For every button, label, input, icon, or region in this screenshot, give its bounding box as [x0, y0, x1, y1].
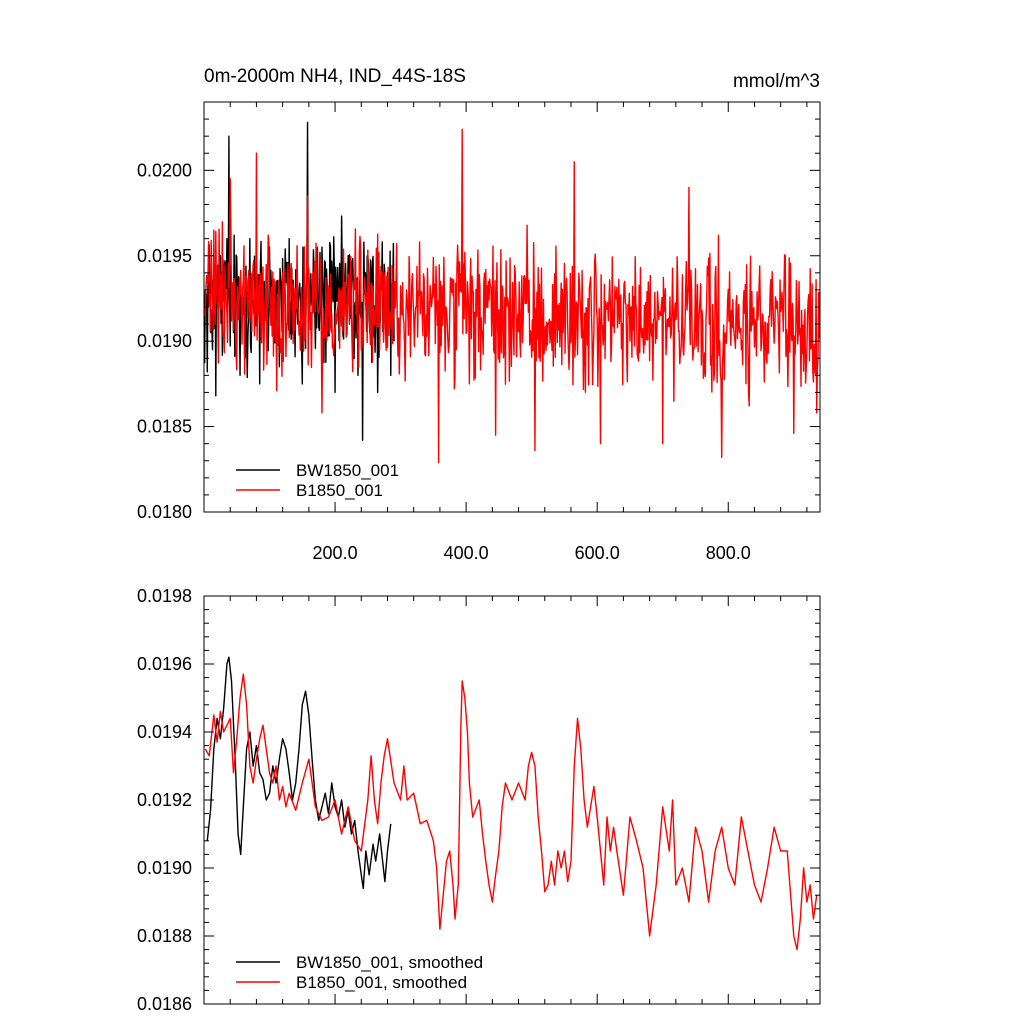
bottom-panel: 0.0186 0.0188 0.0190 0.0192 0.0194 0.0196 0.01… — [137, 586, 821, 1014]
chart-title: 0m-2000m NH4, IND_44S-18S — [204, 66, 466, 87]
y-tick-label: 0.0190 — [137, 858, 192, 878]
y-tick-label: 0.0194 — [137, 722, 192, 742]
y-tick-label: 0.0188 — [137, 926, 192, 946]
x-tick-label: 200.0 — [313, 543, 358, 563]
x-tick-label: 600.0 — [575, 543, 620, 563]
x-tick-label: 400.0 — [444, 543, 489, 563]
legend-label: BW1850_001, smoothed — [296, 953, 483, 972]
y-tick-label: 0.0196 — [137, 654, 192, 674]
y-tick-label: 0.0180 — [137, 502, 192, 522]
legend-label: B1850_001, smoothed — [296, 973, 467, 992]
series-line-b1850-001-smoothed — [204, 673, 818, 951]
x-tick-label: 800.0 — [706, 543, 751, 563]
y-tick-label: 0.0185 — [137, 417, 192, 437]
y-tick-label: 0.0195 — [137, 246, 192, 266]
series-line-b1850-001 — [204, 128, 820, 464]
series-line-bw1850-001 — [204, 121, 395, 441]
series-group — [204, 121, 820, 464]
legend-label: BW1850_001 — [296, 461, 399, 480]
top-panel: 0.0180 0.0185 0.0190 0.0195 0.0200 200.0 400.0… — [137, 101, 821, 563]
y-tick-label: 0.0186 — [137, 994, 192, 1014]
y-tick-label: 0.0200 — [137, 160, 192, 180]
y-tick-label: 0.0192 — [137, 790, 192, 810]
series-group — [204, 656, 818, 951]
legend-label: B1850_001 — [296, 481, 383, 500]
y-tick-label: 0.0190 — [137, 331, 192, 351]
units-label: mmol/m^3 — [733, 71, 820, 92]
series-line-bw1850-001-smoothed — [206, 656, 392, 890]
y-tick-label: 0.0198 — [137, 586, 192, 606]
